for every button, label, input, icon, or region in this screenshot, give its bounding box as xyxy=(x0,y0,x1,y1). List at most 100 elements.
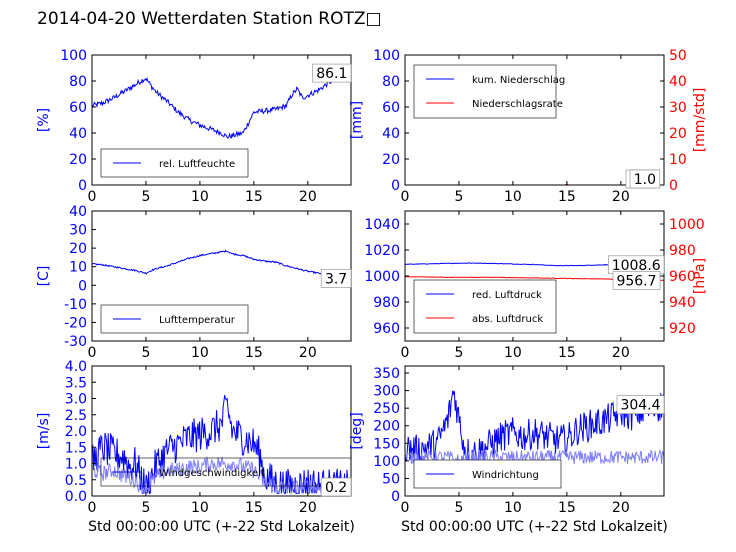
y-axis-label: [m/s] xyxy=(36,413,52,450)
x-tick-label: 20 xyxy=(299,345,317,361)
legend-box xyxy=(100,457,352,487)
x-tick-label: 10 xyxy=(504,189,522,205)
y-tick-label: 1020 xyxy=(364,243,400,259)
y-tick-label: 50 xyxy=(382,471,400,487)
plot-frame xyxy=(91,54,352,186)
y-axis-label: [deg] xyxy=(349,412,365,449)
y-tick-label: 30 xyxy=(69,223,87,239)
y-tick-label: 1.5 xyxy=(65,440,87,456)
x-tick-label: 5 xyxy=(141,345,150,361)
x-tick-label: 0 xyxy=(401,500,410,516)
y-axis-label: [mm] xyxy=(349,101,365,139)
legend-label: Windrichtung xyxy=(472,470,539,481)
y-tick-label: 3.5 xyxy=(65,375,87,391)
x-tick-label: 15 xyxy=(245,189,263,205)
series-line-windgeschwindigkeit xyxy=(92,394,351,495)
y-tick-label: 300 xyxy=(373,384,400,400)
y2-tick-label: 940 xyxy=(669,295,696,311)
y-tick-label: 60 xyxy=(69,100,87,116)
legend-label: abs. Luftdruck xyxy=(472,314,543,325)
y-tick-label: 100 xyxy=(60,48,87,64)
legend: Lufttemperatur xyxy=(100,304,249,334)
chart-wind-speed: 0 5 10 15 20 0.00.51.01.52.02.53.03.54.0 [m/s]… xyxy=(36,359,355,535)
y-tick-label: 20 xyxy=(382,152,400,168)
series-line-rel-luftfeuchte xyxy=(92,70,351,140)
legend-box xyxy=(413,64,557,119)
series-line-windrichtung xyxy=(405,390,664,468)
x-tick-label: 5 xyxy=(454,189,463,205)
y-tick-label: -10 xyxy=(64,297,87,313)
y2-tick-label: 30 xyxy=(669,100,687,116)
legend-label: red. Luftdruck xyxy=(472,290,542,301)
x-tick-label: 15 xyxy=(558,189,576,205)
plot-frame xyxy=(404,54,665,186)
x-tick-label: 15 xyxy=(245,500,263,516)
chart-temperature: 0 5 10 15 20 -30 -20 -10 0 10 20 30 40 [C] Lufttempera… xyxy=(36,204,352,361)
x-tick-label: 20 xyxy=(299,189,317,205)
y-tick-label: 100 xyxy=(373,454,400,470)
legend-label: Niederschlagsrate xyxy=(472,99,563,110)
x-tick-label: 5 xyxy=(141,189,150,205)
chart-pressure: 0 5 10 15 20 960 980 1000 1020 1040 920 940 960 980 10… xyxy=(364,210,708,361)
value-label: 86.1 xyxy=(316,66,347,82)
y-tick-label: -30 xyxy=(64,334,87,350)
x-tick-label: 0 xyxy=(88,189,97,205)
value-label: 304.4 xyxy=(620,398,660,414)
value-label-box xyxy=(320,269,352,288)
figure-title: 2014-04-20 Wetterdaten Station ROTZ□ xyxy=(37,9,382,29)
legend: Windgeschwindigkeit xyxy=(100,457,352,487)
value-label-box xyxy=(629,169,661,189)
y-tick-label: 10 xyxy=(69,260,87,276)
value-label: 956.7 xyxy=(616,273,656,289)
y-tick-label: 0.5 xyxy=(65,473,87,489)
x-tick-label: 10 xyxy=(191,189,209,205)
y2-tick-label: 40 xyxy=(669,74,687,90)
y-tick-label: 250 xyxy=(373,401,400,417)
x-tick-label: 5 xyxy=(454,345,463,361)
x-tick-label: 0 xyxy=(88,345,97,361)
value-label: 0.2 xyxy=(325,480,347,496)
value-label: 1.0 xyxy=(634,172,656,188)
y-tick-label: 80 xyxy=(382,74,400,90)
y-tick-label: -20 xyxy=(64,315,87,331)
x-tick-label: 10 xyxy=(504,345,522,361)
value-label-box xyxy=(320,477,352,497)
legend-label: Windgeschwindigkeit xyxy=(159,468,265,479)
y-tick-label: 4.0 xyxy=(65,359,87,375)
y-tick-label: 40 xyxy=(69,204,87,220)
y-tick-label: 0 xyxy=(391,489,400,505)
y-tick-label: 1040 xyxy=(364,217,400,233)
chart-precip: 0 5 10 15 20 0 20 40 60 80 100 0 10 20 30 40 50 [mm] [mm/s… xyxy=(349,48,708,205)
y2-tick-label: 20 xyxy=(669,126,687,142)
y-tick-label: 20 xyxy=(69,241,87,257)
x-tick-label: 0 xyxy=(401,189,410,205)
x-tick-label: 20 xyxy=(612,500,630,516)
chart-humidity: 0 5 10 15 20 0 20 40 60 80 100 [%] rel. Luftfeuchte 8… xyxy=(36,48,352,205)
y-tick-label: 1.0 xyxy=(65,457,87,473)
series-line-aux-1 xyxy=(92,456,351,496)
value-label-box xyxy=(616,395,665,414)
y-tick-label: 1000 xyxy=(364,269,400,285)
y-axis-label: [C] xyxy=(36,266,52,287)
x-tick-label: 0 xyxy=(88,500,97,516)
y2-tick-label: 0 xyxy=(669,178,678,194)
y2-tick-label: 960 xyxy=(669,269,696,285)
x-tick-label: 5 xyxy=(454,500,463,516)
y2-tick-label: 920 xyxy=(669,321,696,337)
y-tick-label: 0 xyxy=(78,278,87,294)
x-tick-label: 20 xyxy=(612,189,630,205)
legend: Windrichtung xyxy=(413,459,562,489)
y-tick-label: 60 xyxy=(382,100,400,116)
y-tick-label: 0 xyxy=(391,178,400,194)
y-tick-label: 2.5 xyxy=(65,408,87,424)
x-tick-label: 15 xyxy=(558,345,576,361)
y-tick-label: 80 xyxy=(69,74,87,90)
y2-tick-label: 980 xyxy=(669,243,696,259)
y-tick-label: 350 xyxy=(373,366,400,382)
y-tick-label: 100 xyxy=(373,48,400,64)
y-tick-label: 3.0 xyxy=(65,392,87,408)
y-tick-label: 20 xyxy=(69,152,87,168)
value-label-box xyxy=(312,63,352,83)
legend: rel. Luftfeuchte xyxy=(100,148,249,178)
